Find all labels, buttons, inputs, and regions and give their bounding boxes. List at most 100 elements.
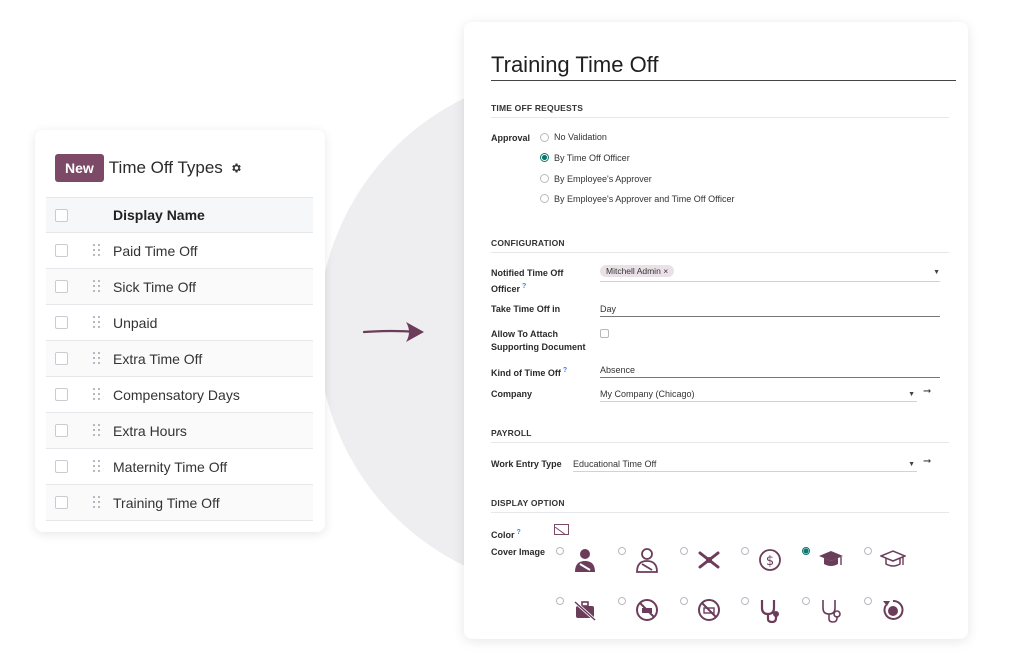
row-checkbox[interactable] bbox=[55, 424, 68, 437]
cover-radio[interactable] bbox=[680, 597, 688, 605]
drag-handle-icon[interactable] bbox=[93, 496, 101, 508]
company-label: Company bbox=[491, 389, 533, 399]
table-row[interactable]: Training Time Off bbox=[46, 485, 313, 521]
row-label: Paid Time Off bbox=[113, 242, 198, 259]
notified-officer-label: Notified Time Off Officer? bbox=[491, 267, 563, 296]
table-row[interactable]: Sick Time Off bbox=[46, 269, 313, 305]
row-label: Maternity Time Off bbox=[113, 458, 228, 475]
approval-option-label: By Employee's Approver bbox=[554, 174, 652, 184]
kind-of-time-off-field[interactable]: Absence bbox=[600, 365, 940, 378]
cover-radio[interactable] bbox=[618, 547, 626, 555]
allow-attach-label-line1: Allow To Attach bbox=[491, 329, 558, 339]
no-sign-outline-icon[interactable] bbox=[696, 597, 722, 623]
drag-handle-icon[interactable] bbox=[93, 244, 101, 256]
row-label: Extra Time Off bbox=[113, 350, 203, 367]
table-row[interactable]: Maternity Time Off bbox=[46, 449, 313, 485]
dropdown-caret-icon[interactable]: ▼ bbox=[933, 269, 940, 276]
svg-text:$: $ bbox=[766, 554, 774, 569]
table-row[interactable]: Extra Hours bbox=[46, 413, 313, 449]
row-checkbox[interactable] bbox=[55, 388, 68, 401]
notified-officer-field[interactable]: Mitchell Admin × ▼ bbox=[600, 265, 940, 282]
approval-radio-time-off-officer[interactable] bbox=[540, 153, 549, 162]
select-all-checkbox[interactable] bbox=[55, 208, 68, 222]
list-header: New Time Off Types bbox=[55, 154, 242, 182]
graduation-cap-outline-icon[interactable] bbox=[880, 546, 906, 572]
graduation-cap-icon[interactable] bbox=[818, 546, 844, 572]
table-row[interactable]: Paid Time Off bbox=[46, 233, 313, 269]
officer-tag-label: Mitchell Admin bbox=[606, 266, 661, 276]
list-title: Time Off Types bbox=[108, 158, 223, 177]
cover-image-label: Cover Image bbox=[491, 547, 546, 557]
row-checkbox[interactable] bbox=[55, 280, 68, 293]
no-sign-icon[interactable] bbox=[634, 597, 660, 623]
work-entry-type-field[interactable]: Educational Time Off ▼ bbox=[573, 459, 917, 472]
table-row[interactable]: Unpaid bbox=[46, 305, 313, 341]
approval-radio-approver-and-officer[interactable] bbox=[540, 194, 549, 203]
stethoscope-icon[interactable] bbox=[757, 597, 783, 623]
external-link-arrow-icon[interactable]: ➞ bbox=[923, 386, 932, 397]
row-checkbox[interactable] bbox=[55, 316, 68, 329]
cover-radio[interactable] bbox=[864, 547, 872, 555]
notified-officer-label-line2: Officer bbox=[491, 284, 521, 294]
gear-icon[interactable] bbox=[230, 162, 242, 174]
approval-radio-employees-approver[interactable] bbox=[540, 174, 549, 183]
row-checkbox[interactable] bbox=[55, 244, 68, 257]
new-button[interactable]: New bbox=[55, 154, 104, 182]
cover-radio[interactable] bbox=[618, 597, 626, 605]
drag-handle-icon[interactable] bbox=[93, 424, 101, 436]
help-icon[interactable]: ? bbox=[562, 367, 568, 374]
cover-radio[interactable] bbox=[556, 597, 564, 605]
dollar-coin-icon[interactable]: $ bbox=[757, 547, 783, 573]
drag-handle-icon[interactable] bbox=[93, 316, 101, 328]
person-sling-outline-icon[interactable] bbox=[634, 547, 660, 573]
color-picker[interactable] bbox=[554, 524, 569, 535]
cover-radio[interactable] bbox=[741, 597, 749, 605]
arrow-right-icon bbox=[362, 322, 424, 342]
kind-of-time-off-label: Kind of Time Off? bbox=[491, 364, 567, 380]
drag-handle-icon[interactable] bbox=[93, 460, 101, 472]
color-label-text: Color bbox=[491, 530, 515, 540]
cover-radio-selected[interactable] bbox=[802, 547, 810, 555]
time-off-type-form-card: Training Time Off TIME OFF REQUESTS Appr… bbox=[464, 22, 968, 639]
form-title[interactable]: Training Time Off bbox=[491, 52, 956, 81]
row-checkbox[interactable] bbox=[55, 496, 68, 509]
no-color-icon bbox=[555, 526, 566, 534]
section-display-option: DISPLAY OPTION bbox=[491, 498, 949, 513]
cover-radio[interactable] bbox=[864, 597, 872, 605]
external-link-arrow-icon[interactable]: ➞ bbox=[923, 456, 932, 467]
stethoscope-outline-icon[interactable] bbox=[818, 597, 844, 623]
cover-radio[interactable] bbox=[802, 597, 810, 605]
cover-radio[interactable] bbox=[680, 547, 688, 555]
cover-radio[interactable] bbox=[556, 547, 564, 555]
work-entry-type-label: Work Entry Type bbox=[491, 459, 562, 469]
table-row[interactable]: Compensatory Days bbox=[46, 377, 313, 413]
row-checkbox[interactable] bbox=[55, 460, 68, 473]
drag-handle-icon[interactable] bbox=[93, 280, 101, 292]
section-time-off-requests: TIME OFF REQUESTS bbox=[491, 103, 949, 118]
tools-crossed-icon[interactable] bbox=[696, 547, 722, 573]
dropdown-caret-icon[interactable]: ▼ bbox=[908, 391, 915, 398]
allow-attach-checkbox[interactable] bbox=[600, 329, 609, 338]
person-sling-icon[interactable] bbox=[572, 547, 598, 573]
take-time-off-in-field[interactable]: Day bbox=[600, 304, 940, 317]
company-field[interactable]: My Company (Chicago) ▼ bbox=[600, 389, 917, 402]
approval-radio-no-validation[interactable] bbox=[540, 133, 549, 142]
help-icon[interactable]: ? bbox=[522, 283, 527, 290]
cover-radio[interactable] bbox=[741, 547, 749, 555]
briefcase-slash-icon[interactable] bbox=[572, 597, 598, 623]
row-label: Compensatory Days bbox=[113, 386, 240, 403]
color-label: Color? bbox=[491, 526, 521, 542]
approval-option-label: No Validation bbox=[554, 132, 607, 142]
table-row[interactable]: Extra Time Off bbox=[46, 341, 313, 377]
table-header-row: Display Name bbox=[46, 197, 313, 233]
row-checkbox[interactable] bbox=[55, 352, 68, 365]
drag-handle-icon[interactable] bbox=[93, 388, 101, 400]
drag-handle-icon[interactable] bbox=[93, 352, 101, 364]
approval-option-label: By Time Off Officer bbox=[554, 153, 630, 163]
help-icon[interactable]: ? bbox=[516, 529, 521, 536]
tag-remove-icon[interactable]: × bbox=[663, 266, 669, 276]
clock-refresh-icon[interactable] bbox=[880, 597, 906, 623]
column-header-display-name[interactable]: Display Name bbox=[113, 207, 205, 223]
dropdown-caret-icon[interactable]: ▼ bbox=[908, 461, 915, 468]
notified-officer-label-line1: Notified Time Off bbox=[491, 268, 564, 278]
